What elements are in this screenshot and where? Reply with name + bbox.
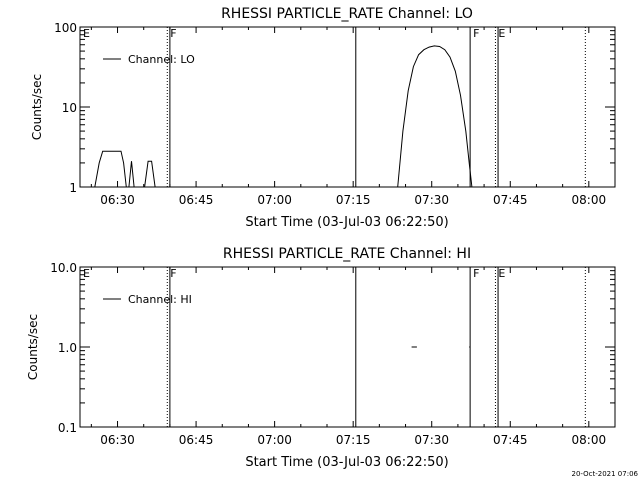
event-marker-label: F — [473, 27, 479, 40]
event-marker-label: F — [170, 27, 176, 40]
x-tick-label: 07:45 — [493, 433, 528, 447]
panel-lo-legend-label: Channel: LO — [128, 53, 195, 66]
x-tick-label: 07:15 — [336, 433, 371, 447]
event-marker-label: E — [498, 27, 505, 40]
panel-lo-series — [94, 45, 473, 188]
event-marker-label: F — [473, 267, 479, 280]
panel-hi-plot-frame — [79, 266, 616, 428]
y-tick-label: 10 — [62, 101, 77, 115]
event-marker-label: F — [170, 267, 176, 280]
panel-lo-x-axis-label: Start Time (03-Jul-03 06:22:50) — [245, 215, 448, 230]
panel-lo-title: RHESSI PARTICLE_RATE Channel: LO — [221, 6, 473, 22]
y-tick-label: 1 — [69, 181, 77, 195]
event-marker-label: E — [498, 267, 505, 280]
panel-lo-legend: Channel: LO — [103, 53, 195, 66]
series-line — [144, 160, 156, 188]
x-tick-label: 06:30 — [100, 433, 135, 447]
x-tick-label: 08:00 — [572, 433, 607, 447]
x-tick-label: 07:00 — [257, 193, 292, 207]
panel-hi-legend: Channel: HI — [103, 293, 192, 306]
event-marker-label: E — [83, 267, 90, 280]
y-tick-label: 0.1 — [58, 421, 77, 435]
y-tick-label: 10.0 — [50, 261, 77, 275]
panel-lo-ticks: 06:30 06:45 07:00 07:15 07:30 07:45 08:00 1 10 10… — [54, 21, 616, 207]
x-tick-label: 06:45 — [179, 433, 214, 447]
panel-lo-plot-frame — [79, 26, 616, 188]
panel-lo: RHESSI PARTICLE_RATE Channel: LO 06:30 06… — [30, 6, 616, 230]
series-line — [397, 45, 473, 188]
x-tick-label: 07:30 — [414, 193, 449, 207]
footer-timestamp: 20-Oct-2021 07:06 — [572, 470, 639, 478]
x-tick-label: 07:00 — [257, 433, 292, 447]
x-tick-label: 08:00 — [572, 193, 607, 207]
panel-hi-ticks: 06:30 06:45 07:00 07:15 07:30 07:45 08:00 0.1 1.… — [50, 261, 616, 447]
panel-lo-y-axis-label: Counts/sec — [30, 74, 44, 140]
event-marker-label: E — [83, 27, 90, 40]
panel-hi: RHESSI PARTICLE_RATE Channel: HI 06:30 06… — [26, 246, 616, 470]
x-tick-label: 06:30 — [100, 193, 135, 207]
y-tick-label: 1.0 — [58, 341, 77, 355]
y-tick-label: 100 — [54, 21, 77, 35]
panel-hi-title: RHESSI PARTICLE_RATE Channel: HI — [223, 246, 471, 262]
panel-hi-x-axis-label: Start Time (03-Jul-03 06:22:50) — [245, 455, 448, 470]
x-tick-label: 06:45 — [179, 193, 214, 207]
series-line — [128, 161, 135, 188]
series-line — [94, 150, 127, 188]
panel-hi-legend-label: Channel: HI — [128, 293, 192, 306]
x-tick-label: 07:30 — [414, 433, 449, 447]
x-tick-label: 07:45 — [493, 193, 528, 207]
panel-hi-y-axis-label: Counts/sec — [26, 314, 40, 380]
x-tick-label: 07:15 — [336, 193, 371, 207]
